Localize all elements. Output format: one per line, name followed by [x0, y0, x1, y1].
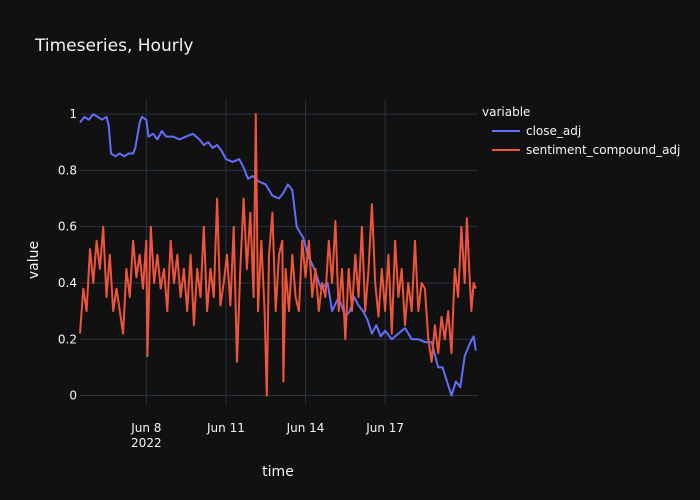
series-line-close_adj — [79, 113, 477, 397]
x-tick-label: Jun 8 — [130, 421, 161, 435]
y-tick-label: 1 — [69, 107, 77, 121]
legend-label: close_adj — [526, 124, 581, 138]
series-lines — [79, 113, 477, 397]
x-axis-label: time — [262, 464, 294, 480]
y-tick-labels: 0 0.2 0.4 0.6 0.8 1 — [58, 107, 77, 402]
y-tick-label: 0.2 — [58, 332, 77, 346]
y-tick-label: 0.6 — [58, 220, 77, 234]
y-tick-label: 0 — [69, 389, 77, 403]
x-tick-sublabel: 2022 — [131, 436, 162, 450]
legend-item-close_adj[interactable]: close_adj — [492, 124, 581, 138]
y-tick-label: 0.4 — [58, 276, 77, 290]
x-tick-label: Jun 11 — [206, 421, 245, 435]
x-tick-label: Jun 17 — [365, 421, 404, 435]
chart-title: Timeseries, Hourly — [34, 36, 194, 56]
legend-label: sentiment_compound_adj — [526, 143, 680, 157]
x-tick-label: Jun 14 — [286, 421, 325, 435]
y-tick-label: 0.8 — [58, 163, 77, 177]
legend-title: variable — [482, 105, 530, 119]
series-line-sentiment_compound_adj — [79, 113, 477, 397]
legend-item-sentiment_compound_adj[interactable]: sentiment_compound_adj — [492, 143, 680, 157]
legend[interactable]: variable close_adj sentiment_compound_adj — [482, 105, 680, 157]
y-axis-label: value — [26, 241, 42, 279]
